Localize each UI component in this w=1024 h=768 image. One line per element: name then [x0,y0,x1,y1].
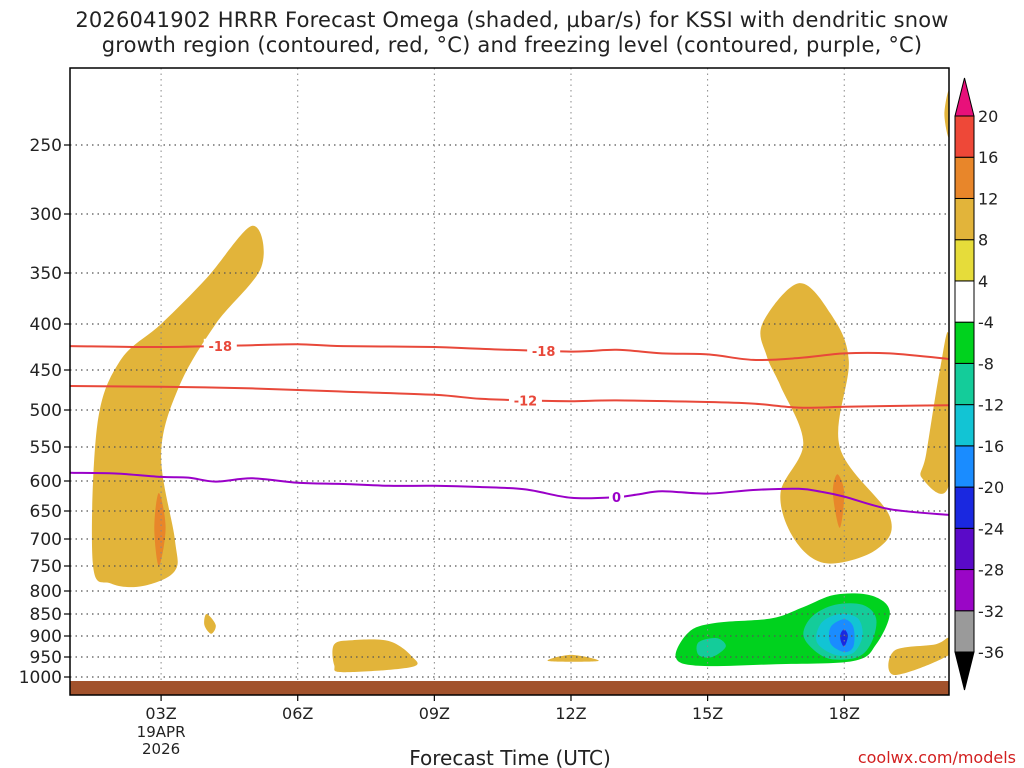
y-tick-label: 300 [30,205,62,225]
y-tick-label: 250 [30,136,62,156]
y-tick-label: 450 [30,361,62,381]
colorbar-swatch [954,321,975,364]
x-axis-label: Forecast Time (UTC) [409,746,611,768]
colorbar-over-triangle [954,77,975,117]
x-tick-label: 12Z [555,704,586,723]
omega-region [413,538,458,632]
colorbar-swatch [954,610,975,653]
contour-label: -12 [514,394,538,409]
x-date-label: 2026 [142,740,180,758]
colorbar-swatch [954,156,975,199]
contour-label: 0 [612,491,621,506]
colorbar: -36 -32 -28 -24 -20 -16 -12 -8 -4 4 8 12 16 20 [954,77,1004,691]
colorbar-swatch [954,445,975,488]
omega-region [284,648,303,660]
colorbar-level-label: 8 [978,231,988,250]
ground-bar [70,681,949,695]
omega-region [547,654,599,662]
colorbar-level-label: -8 [978,354,994,373]
omega-region [154,493,166,566]
omega-shading [91,68,949,676]
omega-region [560,450,581,534]
omega-region [840,629,848,647]
colorbar-level-label: 20 [978,107,998,126]
plot-frame [69,67,950,696]
colorbar-swatch [954,197,975,241]
contour-label-bg [609,490,625,505]
y-tick-label: 1000 [19,668,62,688]
omega-region [944,90,949,138]
omega-region [888,637,949,676]
x-tick-label: 06Z [282,704,313,723]
y-tick-label: 950 [30,648,62,668]
x-tick-label: 09Z [419,704,450,723]
contour-label-bg [527,343,561,358]
colorbar-level-label: 12 [978,189,998,208]
omega-region [766,68,824,134]
colorbar-swatch [954,404,975,447]
y-axis: 2503003504004505005506006507007508008509… [19,136,70,688]
contour-label-bg [508,393,542,408]
omega-region [101,656,130,664]
omega-region [920,331,949,494]
y-tick-label: 350 [30,264,62,284]
colorbar-level-label: -12 [978,396,1004,415]
colorbar-swatch [954,486,975,529]
y-tick-label: 900 [30,627,62,647]
omega-region [91,225,264,588]
colorbar-swatch [954,239,975,282]
x-tick-label: 03Z [145,704,176,723]
colorbar-level-label: -24 [978,519,1004,538]
y-tick-label: 850 [30,605,62,625]
colorbar-level-label: -20 [978,478,1004,497]
omega-region [760,283,892,564]
colorbar-level-label: -16 [978,437,1004,456]
x-tick-label: 18Z [829,704,860,723]
omega-region [204,614,216,634]
y-tick-label: 800 [30,582,62,602]
dgz-contour-minus12 [70,385,949,409]
x-date-label: 19APR [137,723,186,741]
contour-label: -18 [209,340,233,355]
y-tick-label: 400 [30,315,62,335]
y-tick-label: 600 [30,472,62,492]
colorbar-level-label: -28 [978,561,1004,580]
freezing-level-line [70,471,949,516]
contour-label-bg [203,338,237,353]
colorbar-level-label: -32 [978,602,1004,621]
y-tick-label: 500 [30,401,62,421]
colorbar-under-triangle [954,651,975,691]
colorbar-swatch [954,280,975,323]
colorbar-level-label: -36 [978,643,1004,662]
y-tick-label: 550 [30,438,62,458]
chart-title-line2: growth region (contoured, red, °C) and f… [101,33,923,57]
colorbar-swatch [954,362,975,406]
colorbar-swatch [954,569,975,612]
omega-region [332,639,418,673]
y-tick-label: 750 [30,557,62,577]
colorbar-level-label: 4 [978,272,988,291]
y-tick-label: 650 [30,502,62,522]
credit-text[interactable]: coolwx.com/models [858,748,1016,767]
chart-title-line1: 2026041902 HRRR Forecast Omega (shaded, … [75,8,949,32]
colorbar-level-label: 16 [978,148,998,167]
omega-region [832,474,845,528]
colorbar-swatch [954,115,975,158]
contour-label: -18 [532,345,556,360]
x-tick-label: 15Z [692,704,723,723]
colorbar-level-label: -4 [978,313,994,332]
contour-lines: -18 -18 -12 0 [70,338,949,516]
omega-region [698,134,731,218]
omega-region [696,637,726,658]
y-tick-label: 700 [30,530,62,550]
pressure-gridlines [70,68,949,681]
dgz-contour-minus18 [70,343,949,362]
colorbar-swatch [954,527,975,571]
